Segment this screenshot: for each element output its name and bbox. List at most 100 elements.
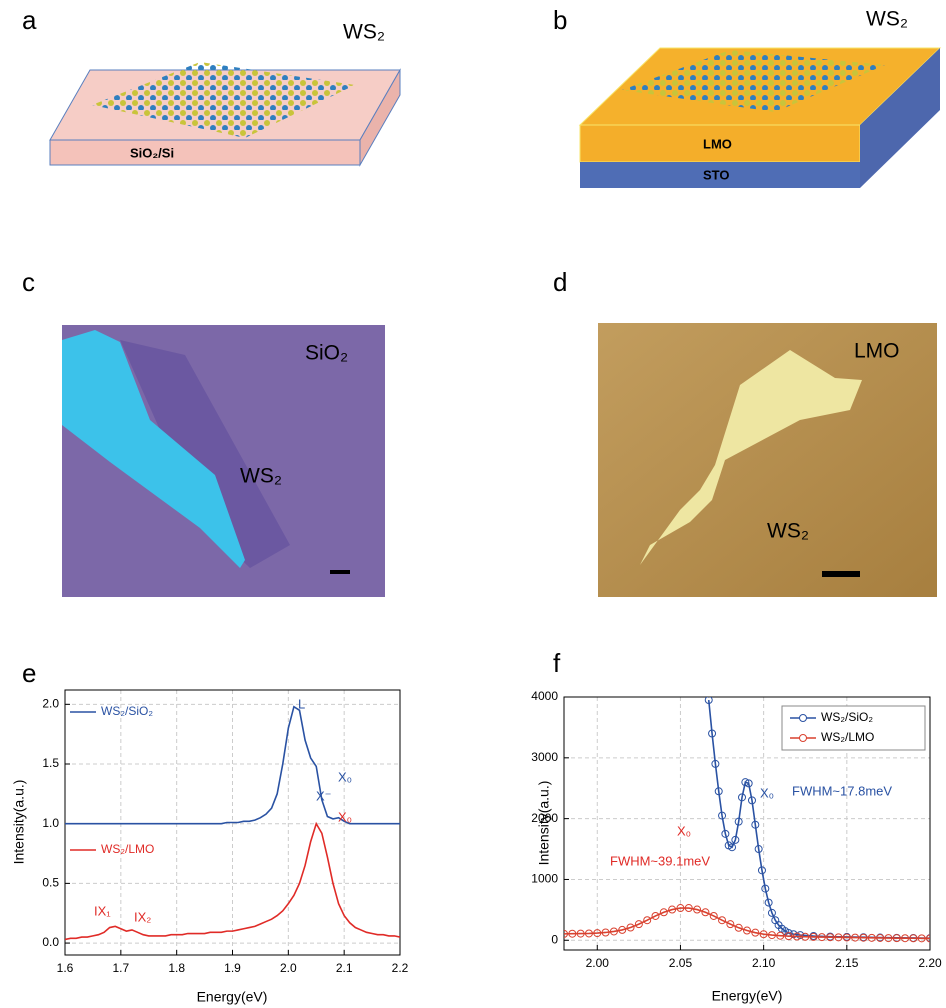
sto-front xyxy=(580,162,860,188)
data-point xyxy=(909,934,918,943)
side xyxy=(860,48,940,188)
data-point xyxy=(757,866,766,875)
legend-box xyxy=(781,705,926,751)
data-point xyxy=(754,845,763,854)
y-tick-label: 1.0 xyxy=(42,816,59,830)
annotation: X₀ xyxy=(338,769,352,784)
data-point xyxy=(751,928,760,937)
data-point xyxy=(867,933,876,942)
data-point xyxy=(747,796,756,805)
panel-d: d LMO WS₂ xyxy=(553,267,937,597)
data-point xyxy=(721,829,730,838)
x-tick-label: 1.9 xyxy=(224,961,241,975)
y-axis-label: Intensity(a.u.) xyxy=(11,780,27,865)
series xyxy=(564,904,930,943)
panel-label: c xyxy=(22,267,35,297)
panel-label: d xyxy=(553,267,567,297)
data-point xyxy=(643,916,652,925)
data-point xyxy=(634,920,643,929)
slab-front xyxy=(49,139,361,166)
data-point xyxy=(659,908,668,917)
data-point xyxy=(792,932,801,941)
data-point xyxy=(842,933,851,942)
data-point xyxy=(734,923,743,932)
data-point xyxy=(767,908,776,917)
x-tick-label: 1.8 xyxy=(168,961,185,975)
lattice xyxy=(622,50,885,112)
data-point xyxy=(817,933,826,942)
data-point xyxy=(651,911,660,920)
data-point xyxy=(708,729,717,738)
panel-label: e xyxy=(22,658,36,688)
thin-region xyxy=(120,340,290,568)
data-point xyxy=(892,934,901,943)
panel-label: f xyxy=(553,648,561,678)
flake-label: WS₂ xyxy=(767,520,809,543)
annotation: X⁻ xyxy=(316,788,332,803)
data-point xyxy=(761,884,770,893)
y-tick-label: 0.5 xyxy=(42,876,59,890)
x-tick-label: 2.00 xyxy=(586,956,610,970)
data-point xyxy=(784,932,793,941)
flake xyxy=(640,350,862,565)
data-point xyxy=(884,934,893,943)
material-label: WS₂ xyxy=(866,8,908,31)
data-point xyxy=(728,843,737,852)
annotation: X₀ xyxy=(338,809,352,824)
flake-label: WS₂ xyxy=(240,465,282,488)
layer-label: LMO xyxy=(703,136,732,151)
y-tick-label: 0.0 xyxy=(42,935,59,949)
data-point xyxy=(718,916,727,925)
x-tick-label: 2.1 xyxy=(336,961,353,975)
legend-label: WS₂/LMO xyxy=(821,730,874,744)
data-point xyxy=(601,928,610,937)
legend-label: WS₂/LMO xyxy=(101,842,154,856)
legend-marker xyxy=(799,714,807,722)
annotation: L xyxy=(298,696,305,711)
data-point xyxy=(684,904,693,913)
data-point xyxy=(809,932,818,941)
panel-c: c SiO₂ WS₂ xyxy=(22,267,385,597)
layer-label: STO xyxy=(703,167,730,182)
y-tick-label: 4000 xyxy=(531,689,558,703)
data-point xyxy=(731,835,740,844)
data-point xyxy=(743,926,751,935)
x-tick-label: 2.0 xyxy=(280,961,297,975)
annotation: X₀ xyxy=(760,785,774,800)
series-line xyxy=(65,705,400,825)
substrate-label: LMO xyxy=(854,340,900,363)
data-point xyxy=(767,931,776,940)
chart: f 2.00 2.05 2.10 2.15 2.20 0 1000 2000 3000 4000 En… xyxy=(531,648,942,1004)
data-point xyxy=(618,925,627,934)
data-point xyxy=(609,927,618,936)
series xyxy=(65,821,400,941)
data-point xyxy=(859,933,868,942)
panel-b: b WS₂ LMO STO xyxy=(553,5,942,188)
data-point xyxy=(704,697,713,705)
legend-label: WS₂/SiO₂ xyxy=(821,710,873,724)
data-point xyxy=(776,931,785,940)
material-label: WS₂ xyxy=(343,21,385,44)
x-tick-label: 2.10 xyxy=(752,956,776,970)
legend-marker xyxy=(799,734,807,742)
slab-side xyxy=(359,68,401,167)
annotation: IX₁ xyxy=(94,903,111,918)
y-tick-label: 2000 xyxy=(531,811,558,825)
x-tick-label: 2.05 xyxy=(669,956,693,970)
x-tick-label: 2.20 xyxy=(918,956,942,970)
data-point xyxy=(564,929,568,938)
data-point xyxy=(701,908,710,917)
data-point xyxy=(826,933,835,942)
data-point xyxy=(764,898,773,907)
scale-bar xyxy=(330,570,350,574)
data-point xyxy=(714,787,723,796)
series-line xyxy=(65,821,400,941)
data-point xyxy=(741,778,750,787)
annotation: IX₂ xyxy=(134,909,151,924)
data-point xyxy=(851,933,860,942)
panel-a: a WS₂ SiO₂/Si xyxy=(22,5,401,167)
y-tick-label: 1000 xyxy=(531,872,558,886)
series xyxy=(65,705,400,825)
data-point xyxy=(709,911,718,920)
